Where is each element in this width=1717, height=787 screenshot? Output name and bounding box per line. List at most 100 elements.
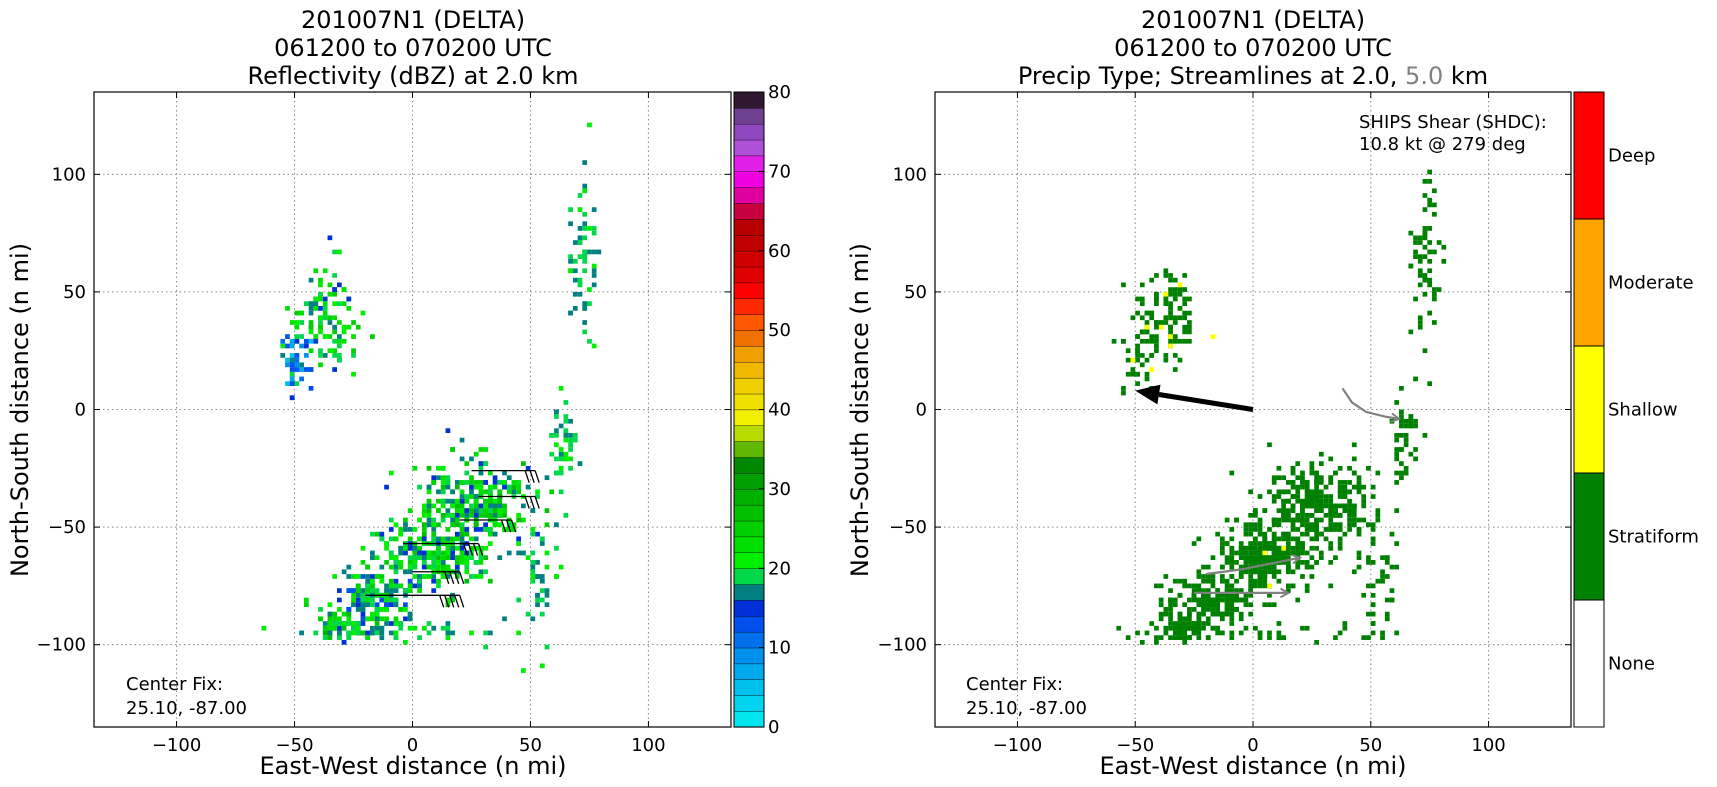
reflectivity-cell: [469, 456, 474, 462]
precip-cell: [1342, 494, 1348, 499]
colorbar-tick-label: 50: [768, 320, 791, 341]
precip-cell: [1342, 480, 1348, 485]
reflectivity-cell: [454, 517, 460, 523]
colorbar-swatch: [733, 282, 765, 299]
reflectivity-cell: [511, 489, 517, 495]
precip-cell: [1432, 249, 1437, 255]
reflectivity-cell: [544, 564, 550, 570]
reflectivity-cell: [370, 597, 375, 603]
reflectivity-cell: [459, 531, 465, 537]
precip-type-panel: 201007N1 (DELTA) 061200 to 070200 UTC Pr…: [846, 6, 1699, 780]
reflectivity-cell: [393, 630, 399, 636]
precip-cell: [1342, 484, 1348, 490]
precip-cell: [1248, 541, 1253, 546]
reflectivity-cell: [318, 277, 323, 283]
precip-cell: [1337, 512, 1343, 518]
reflectivity-cell: [539, 578, 545, 584]
precip-cell: [1408, 423, 1414, 429]
precip-cell: [1366, 522, 1371, 528]
reflectivity-cell: [374, 588, 380, 593]
reflectivity-cell: [577, 193, 583, 198]
reflectivity-cell: [337, 630, 342, 636]
precip-cell: [1149, 277, 1155, 283]
precip-cell: [1271, 550, 1277, 556]
precip-cell: [1135, 371, 1140, 377]
reflectivity-cell: [299, 376, 304, 382]
reflectivity-cell: [426, 555, 432, 561]
precip-cell: [1121, 282, 1126, 288]
reflectivity-cell: [360, 630, 366, 636]
precip-cell: [1337, 545, 1343, 551]
reflectivity-cell: [294, 381, 300, 386]
reflectivity-cell: [393, 621, 399, 626]
precip-cell: [1432, 287, 1437, 292]
precip-cell: [1248, 531, 1253, 537]
precip-cell: [1276, 465, 1282, 471]
reflectivity-cell: [351, 597, 356, 603]
reflectivity-cell: [454, 498, 460, 504]
colorbar-swatch: [733, 631, 765, 649]
reflectivity-cell: [473, 498, 479, 504]
reflectivity-cell: [360, 602, 366, 608]
precip-cell: [1243, 522, 1249, 528]
precip-cell: [1422, 207, 1428, 212]
precip-cell: [1177, 616, 1183, 622]
reflectivity-cell: [426, 574, 432, 579]
precip-cell: [1163, 315, 1169, 321]
reflectivity-cell: [379, 607, 385, 612]
precip-cell: [1285, 583, 1291, 589]
reflectivity-cell: [431, 588, 437, 593]
reflectivity-cell: [379, 564, 385, 570]
reflectivity-cell: [370, 531, 375, 537]
reflectivity-cell: [322, 315, 328, 321]
precip-cell: [1253, 583, 1258, 589]
precip-cell: [1295, 475, 1301, 481]
reflectivity-cell: [384, 583, 389, 589]
precip-cell: [1314, 639, 1319, 645]
reflectivity-cell: [426, 508, 432, 513]
precip-cell: [1432, 296, 1437, 302]
precip-cell: [1234, 588, 1239, 593]
precip-cell: [1408, 418, 1414, 424]
reflectivity-cell: [370, 555, 375, 561]
reflectivity-cell: [445, 597, 451, 603]
precip-cell: [1182, 578, 1188, 584]
reflectivity-cell: [587, 338, 592, 344]
reflectivity-cell: [355, 621, 361, 626]
precip-cell: [1351, 517, 1357, 523]
precip-cell: [1366, 611, 1371, 617]
precip-cell: [1248, 560, 1253, 565]
precip-cell: [1403, 418, 1409, 424]
reflectivity-cell: [554, 574, 559, 579]
reflectivity-cell: [332, 287, 338, 292]
precip-cell: [1290, 545, 1296, 551]
reflectivity-cell: [337, 588, 342, 593]
precip-cell: [1285, 489, 1291, 495]
reflectivity-cell: [299, 367, 304, 372]
y-tick-label: 50: [63, 282, 86, 303]
reflectivity-cell: [280, 338, 286, 344]
reflectivity-cell: [478, 484, 484, 490]
precip-cell: [1295, 484, 1301, 490]
precip-cell: [1408, 414, 1414, 419]
reflectivity-cell: [379, 531, 385, 537]
reflectivity-cell: [351, 625, 356, 631]
reflectivity-cell: [440, 480, 446, 485]
precip-cell: [1191, 583, 1197, 589]
reflectivity-cell: [459, 498, 465, 504]
reflectivity-cell: [572, 277, 578, 283]
reflectivity-cell: [582, 301, 588, 307]
reflectivity-cell: [431, 560, 437, 565]
precip-cell: [1318, 508, 1324, 513]
precip-cell: [1285, 498, 1291, 504]
reflectivity-cell: [478, 465, 484, 471]
precip-cell: [1248, 545, 1253, 551]
precip-cell: [1436, 287, 1442, 292]
reflectivity-cell: [417, 635, 422, 640]
precip-cell: [1168, 588, 1173, 593]
precip-cell: [1300, 541, 1305, 546]
reflectivity-cell: [492, 512, 498, 518]
precip-cell: [1253, 512, 1258, 518]
precip-cell: [1394, 437, 1400, 443]
reflectivity-cell: [322, 268, 328, 274]
